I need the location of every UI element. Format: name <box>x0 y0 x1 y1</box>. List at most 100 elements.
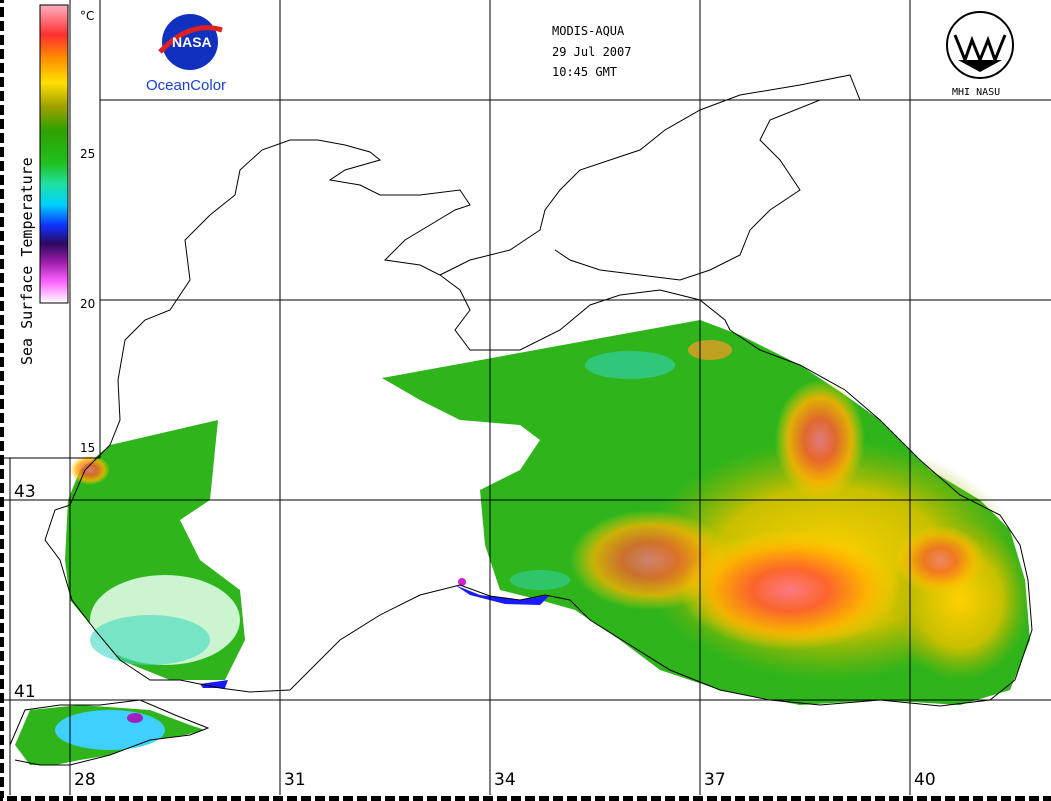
scale-tick <box>0 665 4 672</box>
scale-tick <box>840 796 843 801</box>
scale-tick <box>0 77 4 84</box>
scale-tick <box>0 84 4 87</box>
scale-tick <box>0 259 4 266</box>
scale-tick <box>252 796 255 801</box>
scale-tick <box>476 796 479 801</box>
scale-tick <box>126 796 129 801</box>
sst-field-east <box>382 320 1030 705</box>
scale-tick <box>0 630 4 633</box>
scale-tick <box>42 796 45 801</box>
scale-tick <box>0 672 4 675</box>
time-label: 10:45 GMT <box>552 65 617 79</box>
scale-tick <box>0 546 4 549</box>
scale-tick <box>0 504 4 507</box>
color-bar-unit: °C <box>80 9 94 23</box>
scale-tick <box>420 796 423 801</box>
sst-field-west <box>65 420 245 688</box>
scale-tick <box>595 796 602 801</box>
scale-tick <box>1022 796 1025 801</box>
scale-tick <box>0 462 4 465</box>
nasa-oceancolor-logo: NASA OceanColor <box>146 14 226 94</box>
scale-tick <box>672 796 675 801</box>
scale-tick <box>0 315 4 322</box>
scale-tick <box>0 336 4 339</box>
scale-tick <box>0 455 4 462</box>
scale-tick <box>602 796 605 801</box>
scale-tick <box>0 763 4 770</box>
scale-tick <box>924 796 927 801</box>
scale-tick <box>175 796 182 801</box>
scale-tick <box>49 796 56 801</box>
scale-tick <box>1029 796 1036 801</box>
scale-tick <box>0 266 4 269</box>
scale-tick <box>658 796 661 801</box>
scale-tick <box>630 796 633 801</box>
color-bar-tick-20: 20 <box>80 297 95 311</box>
scale-tick <box>833 796 840 801</box>
scale-tick <box>0 686 4 689</box>
scale-tick <box>77 796 84 801</box>
scale-tick <box>273 796 280 801</box>
scale-tick <box>0 168 4 171</box>
scale-tick <box>238 796 241 801</box>
scale-tick <box>112 796 115 801</box>
scale-tick <box>0 245 4 252</box>
scale-tick <box>721 796 728 801</box>
scale-tick <box>0 777 4 784</box>
scale-tick <box>679 796 686 801</box>
scale-tick <box>1008 796 1011 801</box>
scale-tick <box>0 392 4 395</box>
color-bar-tick-15: 15 <box>80 441 95 455</box>
scale-tick <box>0 623 4 630</box>
scale-tick <box>826 796 829 801</box>
color-bar-tick-25: 25 <box>80 147 95 161</box>
scale-tick <box>350 796 353 801</box>
scale-tick <box>504 796 507 801</box>
scale-tick <box>931 796 938 801</box>
scale-tick <box>0 735 4 742</box>
scale-tick <box>406 796 409 801</box>
scale-tick <box>0 105 4 112</box>
scale-tick <box>0 749 4 756</box>
scale-tick <box>63 796 70 801</box>
scale-tick <box>287 796 294 801</box>
scale-tick <box>749 796 756 801</box>
scale-tick <box>0 385 4 392</box>
scale-tick <box>0 448 4 451</box>
scale-tick <box>567 796 574 801</box>
scale-tick <box>0 301 4 308</box>
scale-tick <box>259 796 266 801</box>
scale-tick <box>0 651 4 658</box>
scale-tick <box>385 796 392 801</box>
lon-label-31: 31 <box>284 770 306 790</box>
scale-tick <box>0 371 4 378</box>
scale-tick <box>427 796 434 801</box>
scale-tick <box>70 796 73 801</box>
scale-tick <box>0 154 4 157</box>
scale-tick <box>742 796 745 801</box>
scale-tick <box>301 796 308 801</box>
scale-tick <box>84 796 87 801</box>
scale-tick <box>0 511 4 518</box>
scale-tick <box>994 796 997 801</box>
scale-tick <box>189 796 196 801</box>
scale-tick <box>518 796 521 801</box>
scale-tick <box>805 796 812 801</box>
scale-tick <box>889 796 896 801</box>
scale-tick <box>0 427 4 434</box>
scale-tick <box>644 796 647 801</box>
scale-tick <box>623 796 630 801</box>
scale-tick <box>490 796 493 801</box>
scale-tick <box>0 70 4 73</box>
sensor-label: MODIS-AQUA <box>552 24 625 38</box>
scale-tick <box>119 796 126 801</box>
scale-tick <box>0 728 4 731</box>
scale-tick <box>0 742 4 745</box>
scale-tick <box>0 343 4 350</box>
scale-tick <box>0 567 4 574</box>
scale-tick <box>231 796 238 801</box>
scale-tick <box>868 796 871 801</box>
scale-tick <box>0 280 4 283</box>
lon-label-37: 37 <box>704 770 726 790</box>
scale-tick <box>147 796 154 801</box>
